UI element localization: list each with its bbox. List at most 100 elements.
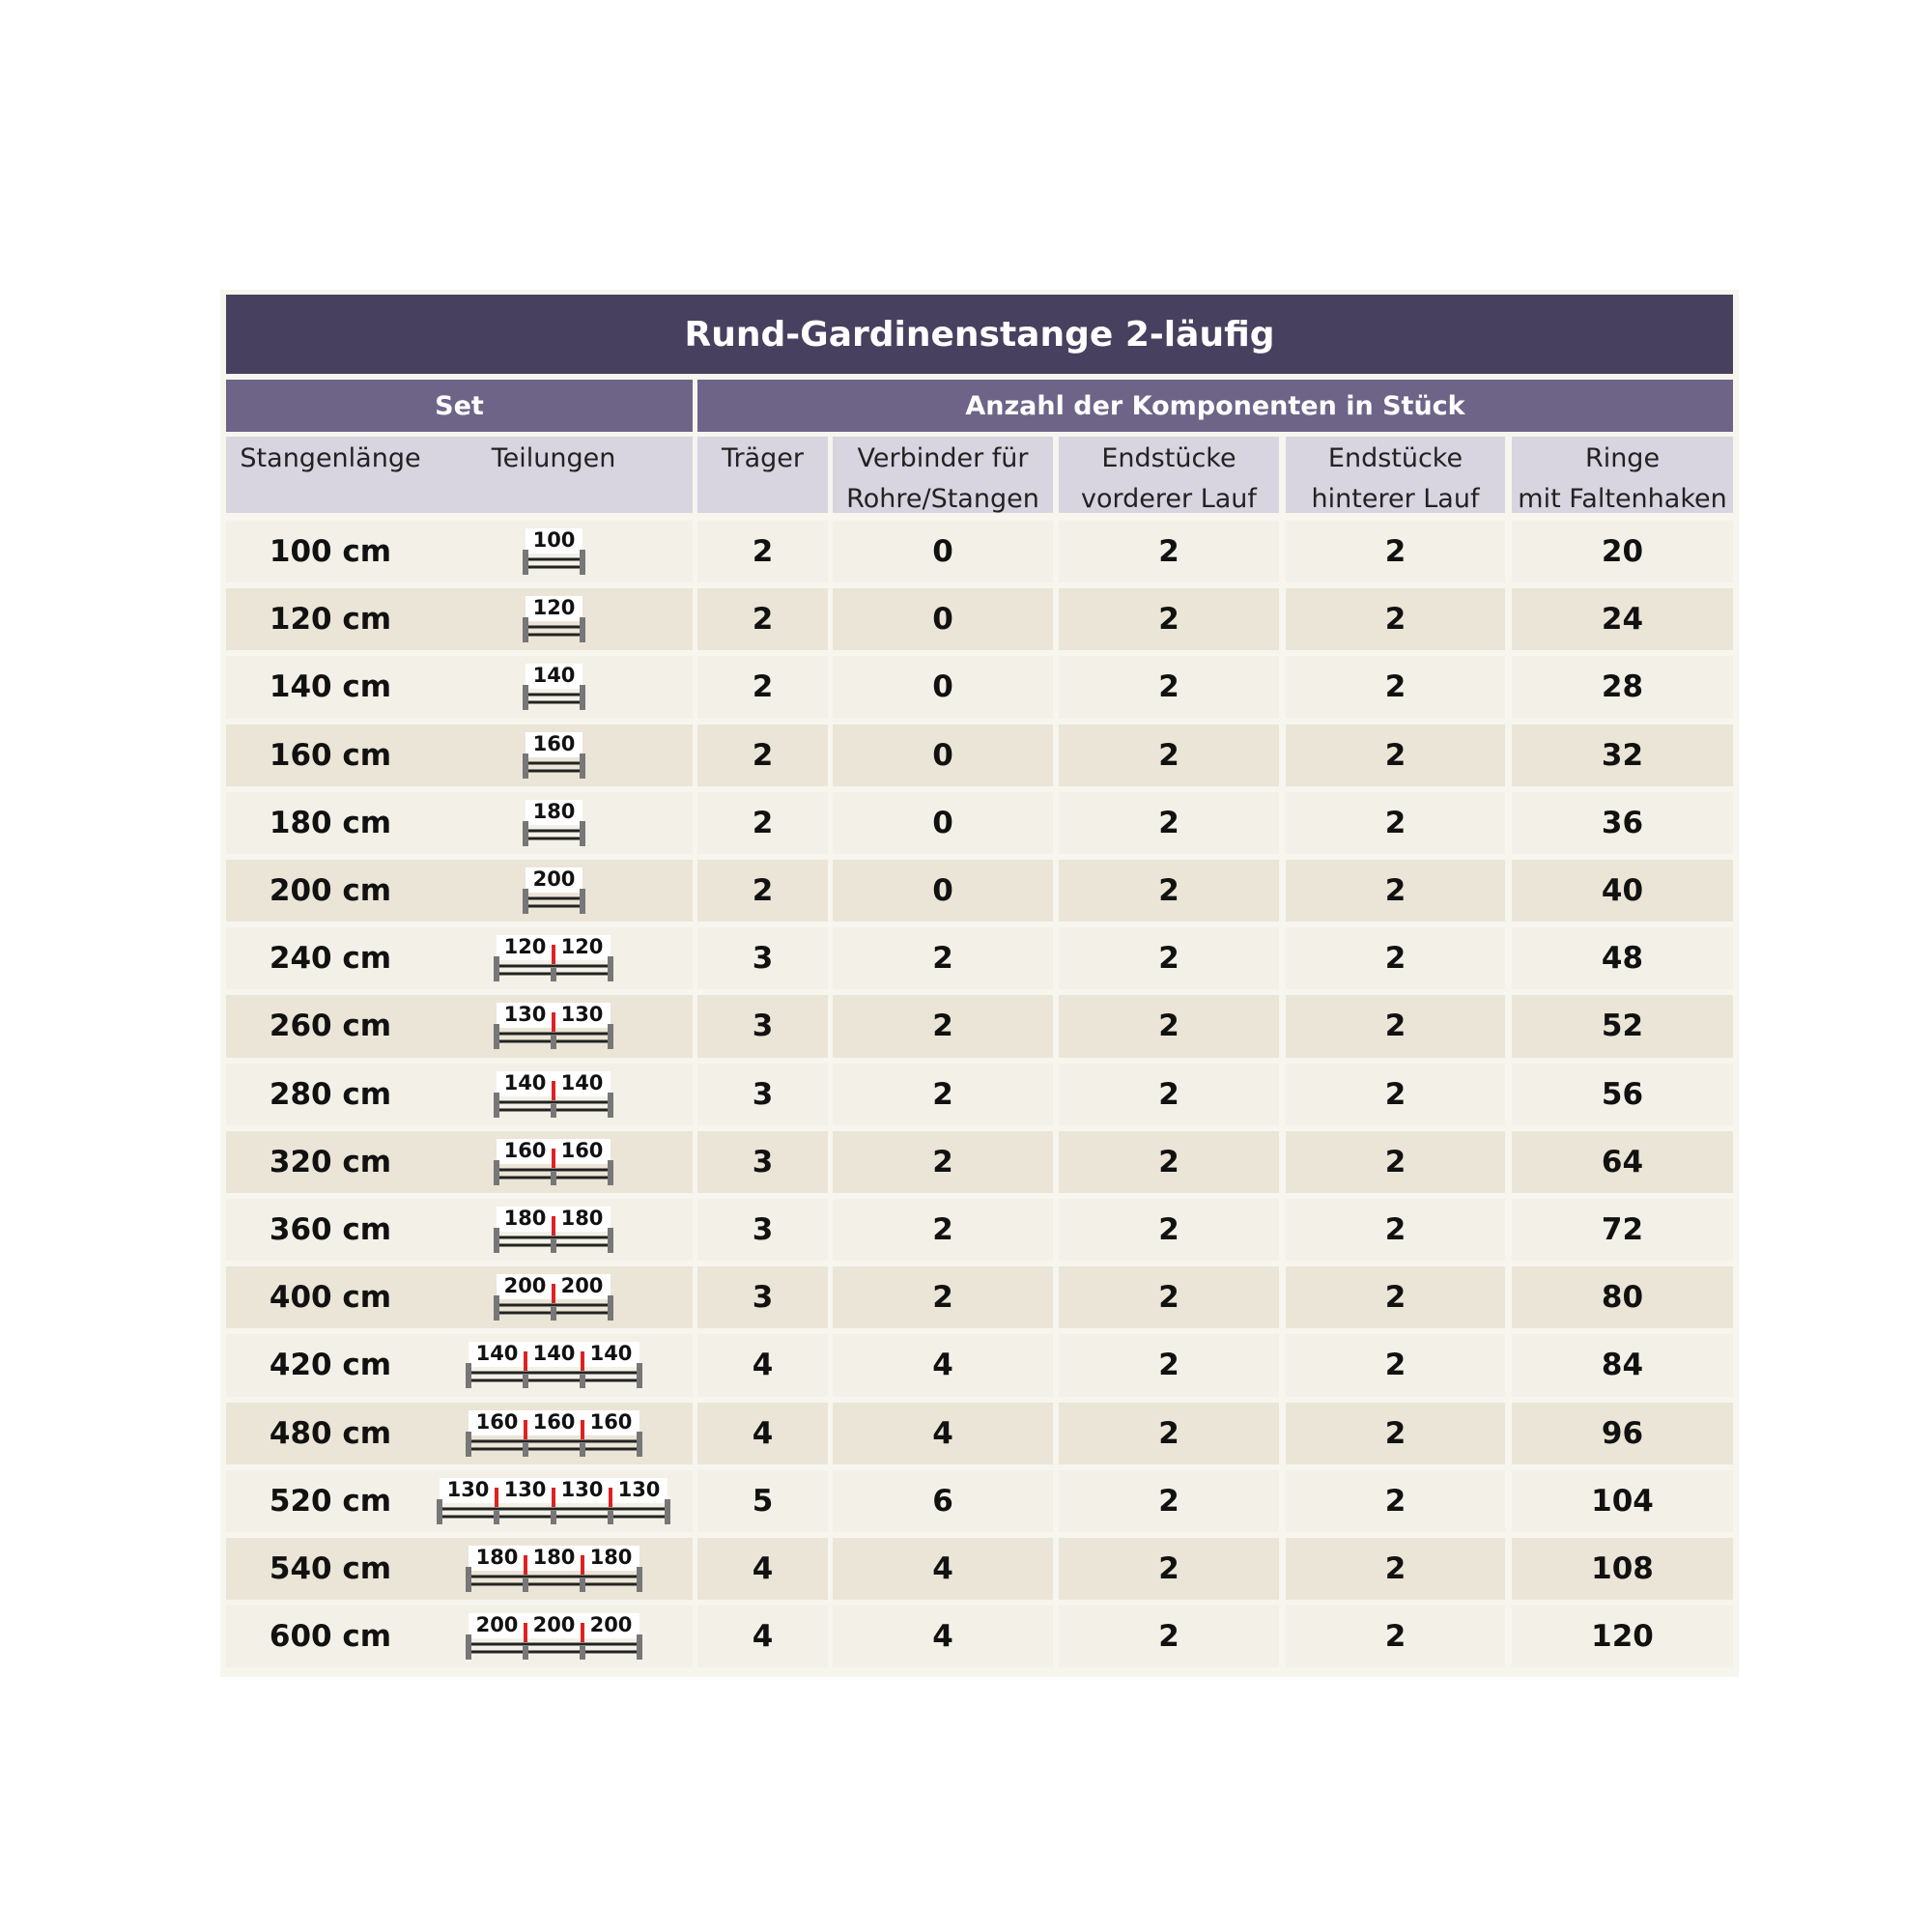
value-cell: 2 (1059, 1130, 1279, 1193)
division-label: 140 (532, 1342, 575, 1365)
value-cell: 2 (1286, 724, 1505, 786)
value-cell: 2 (697, 791, 828, 854)
division-label: 160 (589, 1410, 632, 1434)
set-cell: 160 cm 160 (226, 724, 693, 786)
division-icon: 140 140 140 (465, 1342, 642, 1389)
value-cell: 2 (1286, 860, 1505, 923)
bracket (665, 1498, 670, 1524)
value-cell: 64 (1512, 1130, 1733, 1193)
division-label: 130 (504, 1003, 547, 1026)
division-label: 160 (561, 1139, 604, 1162)
set-cell: 420 cm 140 140 140 (226, 1334, 693, 1397)
division-label: 180 (532, 800, 575, 823)
value-cell: 3 (697, 1199, 828, 1262)
division-label: 180 (475, 1546, 518, 1569)
value-cell: 4 (833, 1538, 1053, 1601)
length: 400 cm (269, 1280, 392, 1316)
bracket (465, 1567, 471, 1592)
bracket (636, 1363, 642, 1389)
bracket (522, 1375, 528, 1389)
length: 280 cm (269, 1076, 392, 1112)
division-icon: 130 130 130 130 (437, 1477, 670, 1524)
value-cell: 2 (1059, 1538, 1279, 1601)
length: 140 cm (269, 669, 392, 705)
bracket (608, 1024, 613, 1050)
value-cell: 2 (1286, 995, 1505, 1058)
set-cell: 400 cm 200 200 (226, 1266, 693, 1329)
value-cell: 0 (833, 724, 1053, 786)
value-cell: 36 (1512, 791, 1733, 854)
label-bg (525, 596, 582, 622)
length: 180 cm (269, 805, 392, 840)
joint (495, 1487, 498, 1507)
bracket (494, 1159, 499, 1185)
bracket (494, 1228, 499, 1253)
division-label: 180 (532, 1546, 575, 1569)
bracket (608, 1228, 613, 1253)
set-cell: 180 cm 180 (226, 791, 693, 854)
value-cell: 4 (697, 1538, 828, 1601)
value-cell: 2 (1286, 1334, 1505, 1397)
length: 200 cm (269, 873, 392, 909)
length: 120 cm (269, 602, 392, 638)
division-label: 180 (561, 1207, 604, 1230)
bracket (522, 617, 528, 643)
division-label: 130 (561, 1003, 604, 1026)
joint (523, 1351, 527, 1372)
value-cell: 2 (697, 656, 828, 719)
division-label: 180 (504, 1207, 547, 1230)
value-cell: 2 (697, 521, 828, 583)
bracket (494, 1092, 499, 1118)
value-cell: 4 (833, 1402, 1053, 1464)
bracket (494, 956, 499, 982)
value-cell: 84 (1512, 1334, 1733, 1397)
bracket (551, 1171, 556, 1185)
label-bg (468, 1342, 639, 1368)
value-cell: 2 (1059, 1334, 1279, 1397)
bracket (579, 617, 585, 643)
length: 360 cm (269, 1212, 392, 1248)
value-cell: 104 (1512, 1469, 1733, 1532)
division-label: 200 (532, 1613, 575, 1636)
joint (609, 1487, 612, 1507)
joint (580, 1623, 584, 1643)
bracket (465, 1431, 471, 1457)
division-label: 160 (475, 1410, 518, 1434)
joint (552, 1284, 555, 1304)
value-cell: 4 (697, 1402, 828, 1464)
label-bg (525, 664, 582, 690)
label-bg (468, 1613, 639, 1639)
value-cell: 40 (1512, 860, 1733, 923)
value-cell: 4 (833, 1605, 1053, 1668)
bracket (465, 1634, 471, 1661)
joint (580, 1419, 584, 1439)
set-cell: 100 cm 100 (226, 521, 693, 583)
bracket (636, 1634, 642, 1661)
value-cell: 2 (1059, 1469, 1279, 1532)
value-cell: 2 (833, 1130, 1053, 1193)
value-cell: 0 (833, 656, 1053, 719)
value-cell: 4 (833, 1334, 1053, 1397)
set-cell: 260 cm 130 130 (226, 995, 693, 1058)
division-icon: 100 (522, 528, 585, 575)
division-label: 140 (475, 1342, 518, 1365)
value-cell: 80 (1512, 1266, 1733, 1329)
bracket (522, 685, 528, 711)
division-label: 130 (504, 1478, 547, 1501)
bracket (579, 1375, 585, 1389)
column-header: Ringe mit Faltenhaken (1512, 437, 1733, 514)
division-icon: 140 (522, 664, 585, 711)
joint (523, 1419, 527, 1439)
value-cell: 3 (697, 1266, 828, 1329)
value-cell: 6 (833, 1469, 1053, 1532)
bracket (465, 1363, 471, 1389)
bracket (494, 1024, 499, 1050)
value-cell: 0 (833, 521, 1053, 583)
joint (523, 1555, 527, 1575)
bracket (579, 1442, 585, 1457)
division-label: 200 (561, 1274, 604, 1297)
set-cell: 200 cm 200 (226, 860, 693, 923)
length: 320 cm (269, 1144, 392, 1179)
value-cell: 0 (833, 860, 1053, 923)
